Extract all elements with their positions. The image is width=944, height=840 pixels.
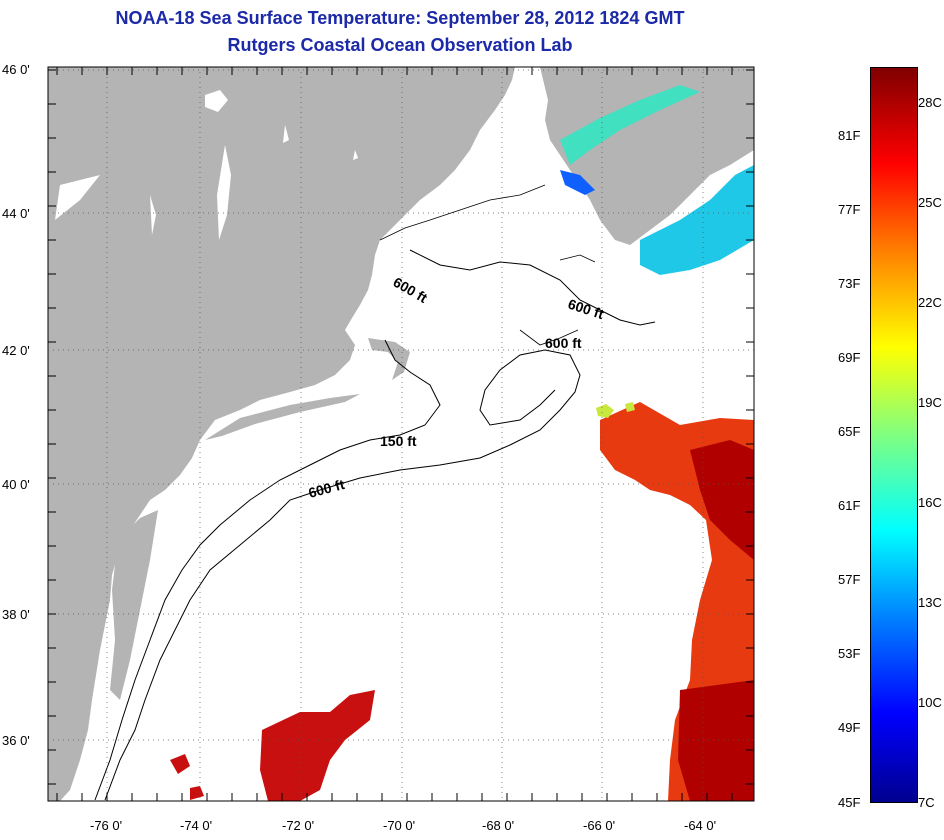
land-nova-scotia xyxy=(540,67,754,245)
colorbar-f-label: 77F xyxy=(838,202,861,217)
lon-label: -68 0' xyxy=(482,818,515,833)
lat-label: 42 0' xyxy=(2,343,30,358)
contour-600ft-main xyxy=(104,349,581,801)
map-subtitle: Rutgers Coastal Ocean Observation Lab xyxy=(227,35,573,55)
colorbar-c-label: 25C xyxy=(918,195,942,210)
land-cape-cod xyxy=(368,338,410,380)
colorbar-f-label: 49F xyxy=(838,720,861,735)
map-title: NOAA-18 Sea Surface Temperature: Septemb… xyxy=(115,8,685,28)
sst-yellow-speck xyxy=(596,402,635,418)
lat-label: 38 0' xyxy=(2,607,30,622)
contour-label: 150 ft xyxy=(380,433,417,449)
sst-cool-bay-fundy xyxy=(560,85,700,165)
lon-label: -64 0' xyxy=(684,818,717,833)
lon-label: -70 0' xyxy=(383,818,416,833)
colorbar-f-label: 45F xyxy=(838,795,861,810)
lon-label: -66 0' xyxy=(583,818,616,833)
land-mainland xyxy=(48,67,515,801)
colorbar-f-label: 61F xyxy=(838,498,861,513)
contour-gulf-maine xyxy=(409,249,656,326)
land-long-island xyxy=(205,394,360,440)
map-frame xyxy=(47,66,755,802)
colorbar-c-label: 13C xyxy=(918,595,942,610)
sst-warm-patch-sw xyxy=(170,754,204,800)
sst-warm-patch-south xyxy=(260,690,375,801)
lat-label: 40 0' xyxy=(2,477,30,492)
lat-label: 44 0' xyxy=(2,206,30,221)
sst-hot-core xyxy=(678,440,754,801)
lat-label: 36 0' xyxy=(2,733,30,748)
land-delmarva xyxy=(110,510,158,700)
colorbar-f-label: 57F xyxy=(838,572,861,587)
sst-cool-scotian xyxy=(640,165,754,275)
lat-label: 46 0' xyxy=(2,62,30,77)
lon-label: -74 0' xyxy=(180,818,213,833)
colorbar-c-label: 16C xyxy=(918,495,942,510)
contour-coastal xyxy=(379,184,596,346)
lon-label: -72 0' xyxy=(282,818,315,833)
colorbar-f-label: 65F xyxy=(838,424,861,439)
colorbar-f-label: 81F xyxy=(838,128,861,143)
colorbar-c-label: 10C xyxy=(918,695,942,710)
lon-label: -76 0' xyxy=(90,818,123,833)
colorbar-c-label: 7C xyxy=(918,795,935,810)
colorbar-f-label: 73F xyxy=(838,276,861,291)
contour-label: 600 ft xyxy=(545,335,582,351)
colorbar-f-label: 69F xyxy=(838,350,861,365)
contour-150ft xyxy=(94,339,441,801)
temperature-colorbar xyxy=(870,67,918,803)
colorbar-c-label: 19C xyxy=(918,395,942,410)
sst-cold-coast xyxy=(560,170,595,195)
colorbar-c-label: 22C xyxy=(918,295,942,310)
colorbar-f-label: 53F xyxy=(838,646,861,661)
colorbar-c-label: 28C xyxy=(918,95,942,110)
axis-ticks xyxy=(48,67,754,801)
